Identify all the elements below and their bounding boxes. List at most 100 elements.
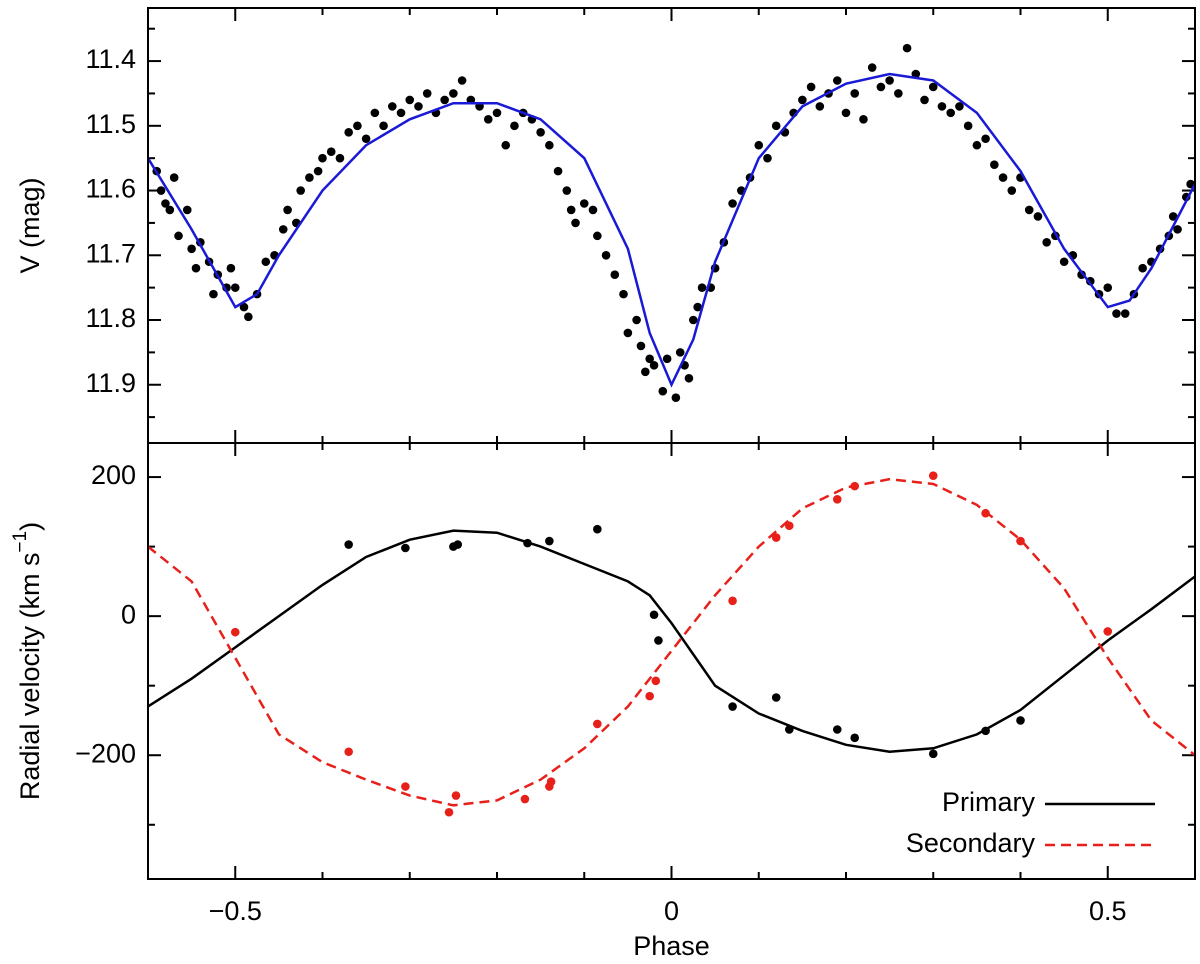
data-point <box>832 725 842 734</box>
data-point <box>902 43 912 53</box>
data-point <box>671 393 681 402</box>
data-point <box>911 69 921 79</box>
data-point <box>1103 627 1113 636</box>
data-point <box>662 354 672 364</box>
data-point <box>169 173 179 182</box>
data-point <box>370 108 380 118</box>
data-point <box>361 134 371 144</box>
data-point <box>850 89 860 98</box>
data-point <box>344 747 353 757</box>
data-point <box>1024 205 1034 215</box>
data-point <box>728 199 737 208</box>
data-point <box>867 63 877 72</box>
legend-label: Secondary <box>906 828 1036 858</box>
legend-label: Primary <box>942 787 1035 817</box>
data-point <box>545 536 554 546</box>
data-point <box>654 636 663 645</box>
data-point <box>641 367 650 377</box>
y-axis-label: V (mag) <box>15 177 45 273</box>
data-point <box>510 121 519 131</box>
data-point <box>536 127 545 137</box>
data-point <box>278 225 288 234</box>
model-line <box>148 72 1195 388</box>
data-point <box>693 302 702 312</box>
data-point <box>841 108 851 118</box>
data-point <box>520 794 530 804</box>
y-tick-label: 0 <box>121 599 136 629</box>
data-point <box>165 205 175 215</box>
y-tick-label: −200 <box>75 738 136 768</box>
y-axis-label-part: ) <box>15 522 45 531</box>
plot-frame <box>147 7 1196 444</box>
y-tick-label: 11.5 <box>85 109 136 139</box>
data-point <box>619 289 628 299</box>
data-point <box>593 719 602 729</box>
data-point <box>998 173 1008 182</box>
data-point <box>636 341 646 351</box>
data-point <box>806 82 816 92</box>
data-point <box>405 95 415 105</box>
data-point <box>422 89 432 98</box>
y-axis-label-part: Radial velocity (km s <box>15 553 45 801</box>
data-point <box>832 495 842 504</box>
data-point <box>815 102 825 111</box>
data-point <box>1016 716 1025 725</box>
data-point <box>1138 263 1147 273</box>
data-point <box>318 153 327 163</box>
data-point <box>972 140 982 150</box>
y-tick-label: 11.7 <box>85 238 136 268</box>
data-point <box>483 115 493 124</box>
data-point <box>501 140 511 150</box>
data-point <box>728 702 737 711</box>
data-point <box>449 89 458 98</box>
data-point <box>579 199 589 208</box>
data-point <box>937 102 947 111</box>
data-point <box>593 231 602 241</box>
data-point <box>451 791 461 800</box>
data-point <box>1168 212 1178 221</box>
x-axis-label: Phase <box>633 931 710 961</box>
data-point <box>182 205 192 215</box>
data-point <box>876 82 886 92</box>
data-point <box>230 627 240 637</box>
data-point <box>401 782 410 791</box>
data-point <box>658 386 668 396</box>
data-point <box>771 533 781 542</box>
data-point <box>453 540 463 549</box>
data-point <box>553 166 563 176</box>
data-point <box>161 199 170 208</box>
model-line <box>148 477 1195 807</box>
data-point <box>313 166 323 176</box>
data-point <box>859 115 868 124</box>
data-point <box>651 676 661 686</box>
data-point <box>305 173 314 182</box>
data-point <box>763 153 772 163</box>
data-point <box>771 121 781 131</box>
data-point <box>689 315 698 325</box>
data-point <box>546 777 556 786</box>
data-point <box>440 95 449 105</box>
data-point <box>928 749 938 759</box>
y-tick-label: 11.9 <box>85 368 136 398</box>
data-point <box>632 315 641 325</box>
plot-area <box>148 471 1195 817</box>
x-tick-label: −0.5 <box>209 896 262 926</box>
data-point <box>784 521 794 531</box>
data-point <box>296 186 305 195</box>
data-point <box>601 250 611 260</box>
data-point <box>344 127 353 137</box>
data-point <box>885 76 894 85</box>
data-point <box>623 328 633 338</box>
data-point <box>174 231 183 241</box>
data-point <box>396 108 406 118</box>
data-point <box>1103 283 1113 292</box>
model-line <box>148 529 1195 753</box>
data-point <box>649 361 659 370</box>
data-point <box>156 186 166 195</box>
y-tick-label: 11.6 <box>85 174 136 204</box>
data-point <box>444 807 454 817</box>
data-point <box>230 283 240 292</box>
data-point <box>754 140 764 150</box>
data-point <box>645 354 654 364</box>
